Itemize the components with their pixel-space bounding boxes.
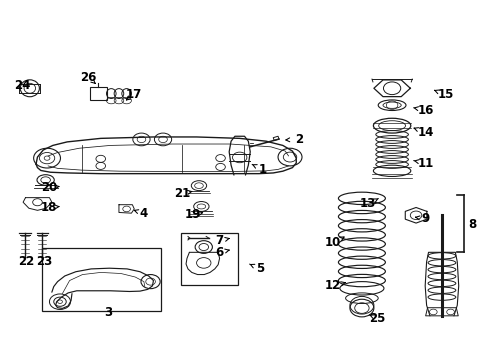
Text: 12: 12 (325, 279, 341, 292)
Text: 21: 21 (174, 187, 190, 200)
Text: 11: 11 (417, 157, 433, 170)
Text: 20: 20 (41, 181, 57, 194)
Text: 23: 23 (36, 255, 52, 268)
Text: 9: 9 (420, 212, 428, 225)
Bar (89, 87, 107, 100)
Text: 14: 14 (417, 126, 433, 139)
Text: 4: 4 (140, 207, 148, 220)
Bar (42, 248, 161, 311)
Text: 25: 25 (369, 312, 385, 325)
Text: 1: 1 (258, 163, 266, 176)
Text: 26: 26 (81, 71, 97, 84)
Text: 10: 10 (325, 236, 341, 249)
Text: 13: 13 (359, 198, 375, 211)
Text: 5: 5 (256, 262, 264, 275)
Text: 19: 19 (184, 208, 201, 221)
Text: 16: 16 (417, 104, 433, 117)
Text: 3: 3 (103, 306, 112, 319)
Text: 18: 18 (41, 201, 57, 214)
Text: 24: 24 (15, 79, 31, 92)
Text: 22: 22 (18, 255, 35, 268)
Text: 6: 6 (215, 246, 223, 259)
Text: 15: 15 (437, 88, 453, 101)
Text: 8: 8 (467, 217, 475, 231)
Text: 17: 17 (125, 88, 141, 101)
Bar (181, 233, 237, 285)
Text: 7: 7 (215, 234, 223, 247)
Text: 2: 2 (295, 133, 303, 146)
